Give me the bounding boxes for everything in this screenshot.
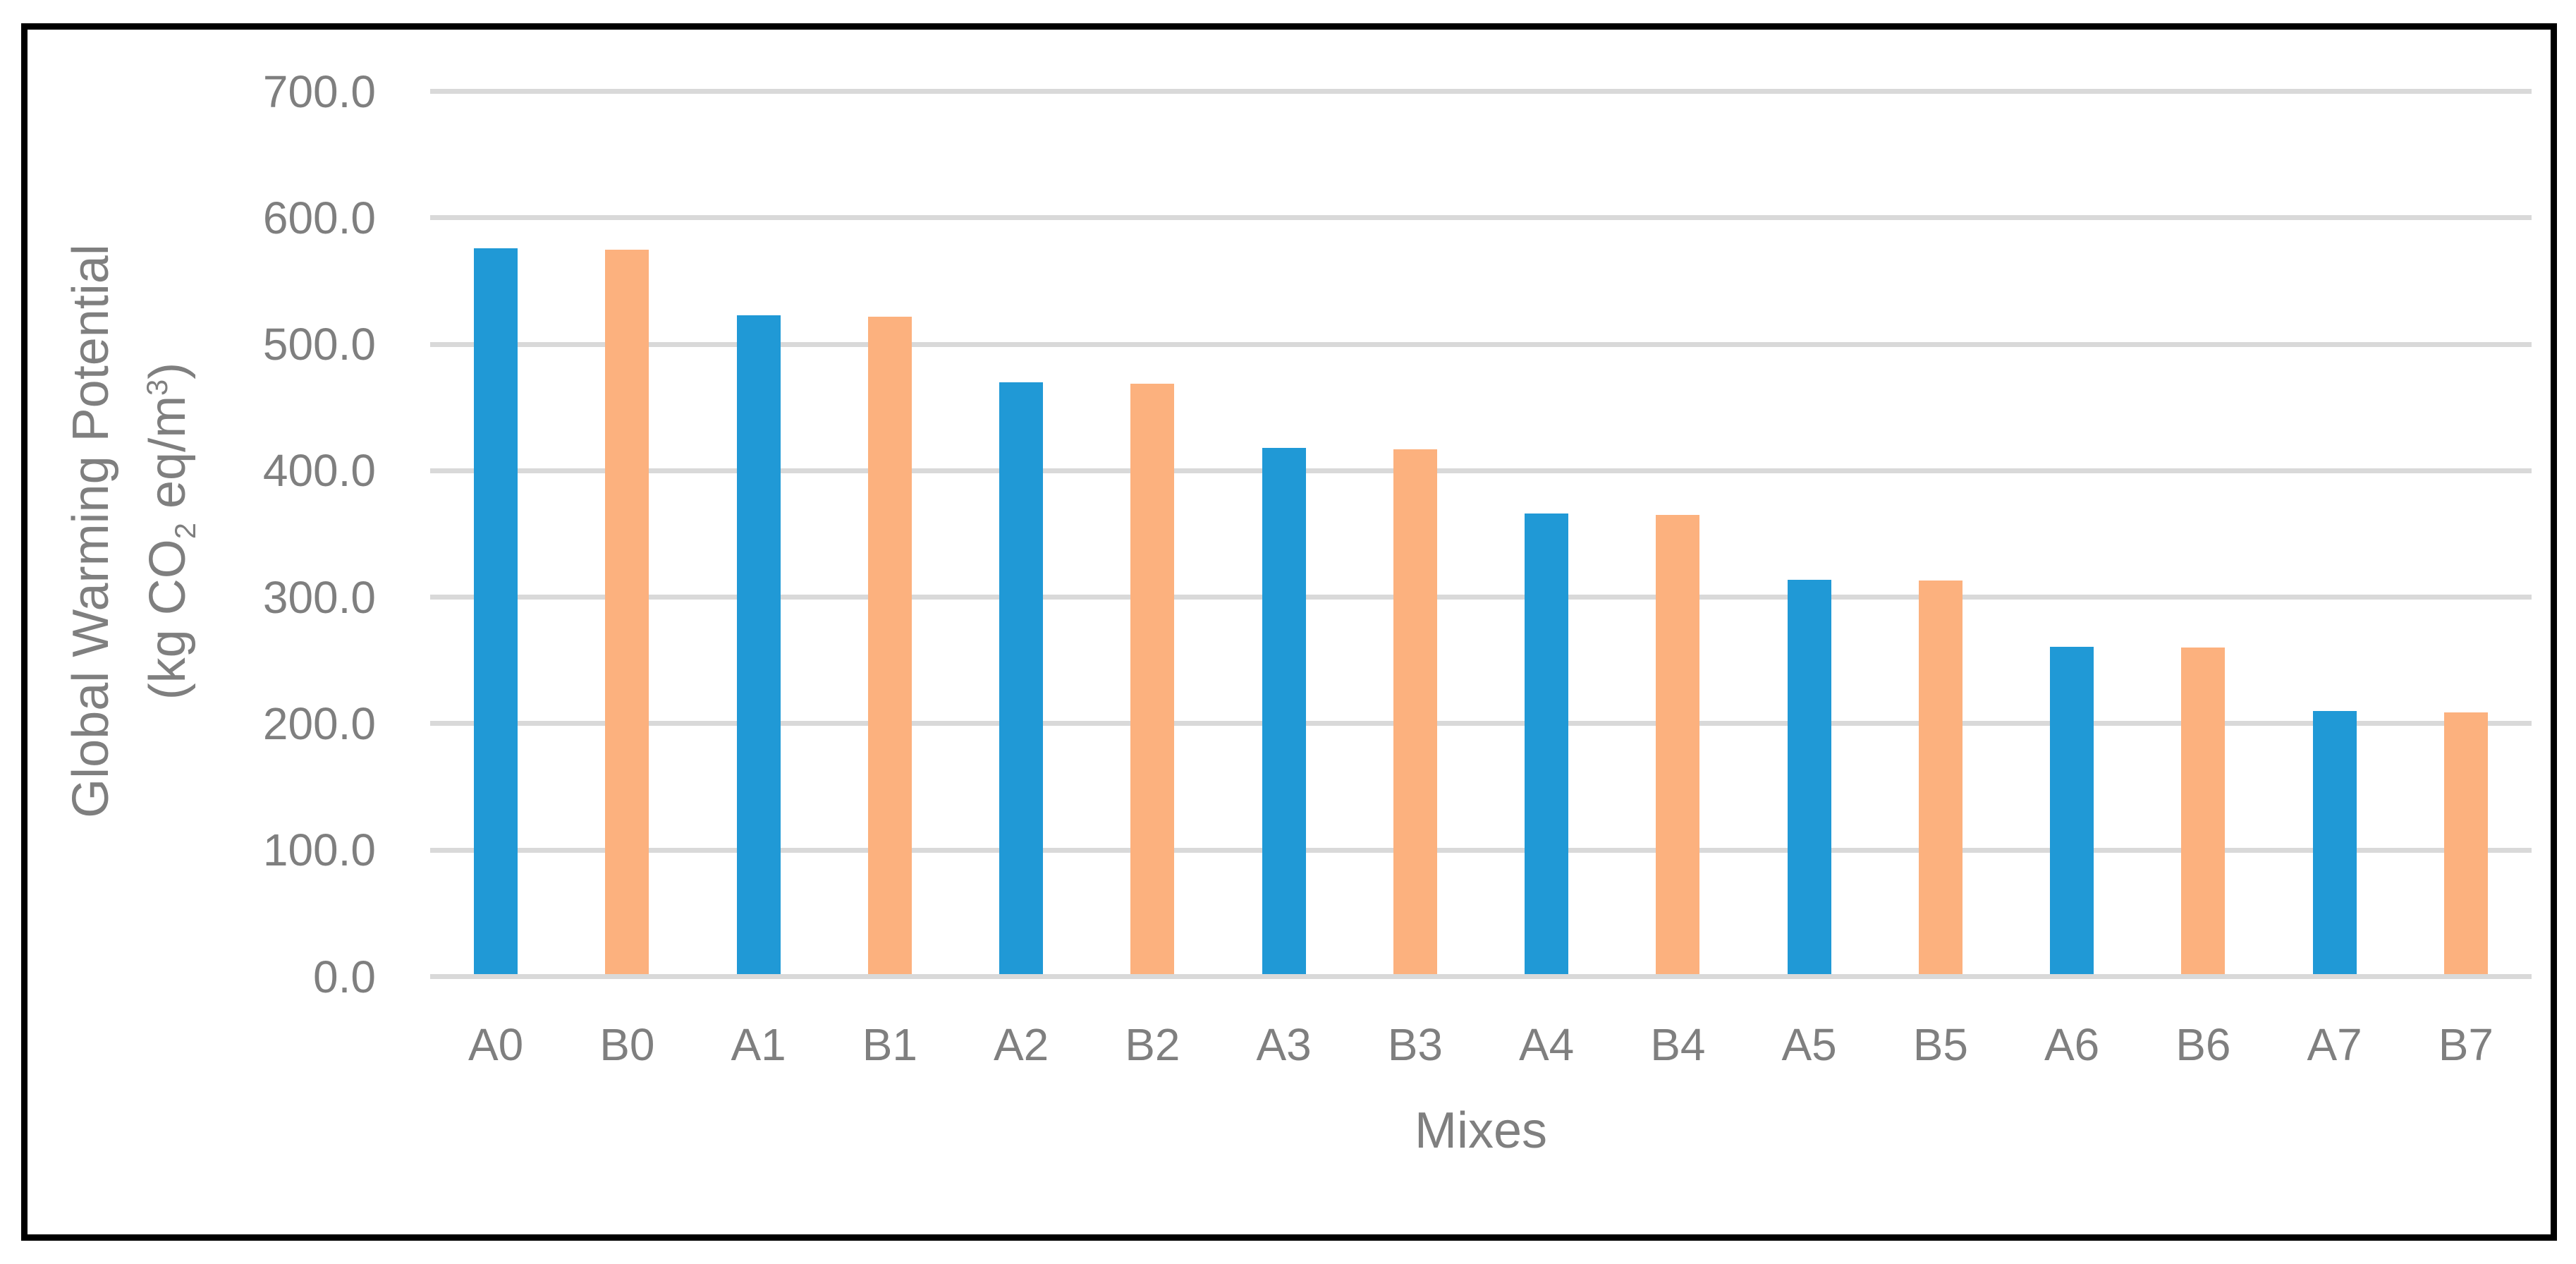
bar-B5: [1918, 581, 1962, 974]
x-label-A6: A6: [2044, 1019, 2100, 1070]
x-label-B4: B4: [1650, 1019, 1706, 1070]
x-axis-title: Mixes: [1414, 1102, 1548, 1159]
bar-A7: [2312, 711, 2357, 974]
x-label-B5: B5: [1912, 1019, 1969, 1070]
bar-A2: [999, 382, 1044, 974]
x-label-B6: B6: [2175, 1019, 2231, 1070]
y-axis-title-unit: (kg CO2 eq/m3): [139, 362, 202, 700]
gridline-200: [430, 721, 2532, 727]
bar-A1: [736, 315, 781, 974]
y-tick-label-400.0: 400.0: [262, 445, 376, 497]
bar-B7: [2443, 712, 2488, 974]
gridline-100: [430, 847, 2532, 853]
y-tick-label-0.0: 0.0: [313, 951, 376, 1002]
x-label-A0: A0: [468, 1019, 524, 1070]
y-tick-label-700.0: 700.0: [262, 66, 376, 117]
x-label-A1: A1: [731, 1019, 786, 1070]
bar-B4: [1656, 515, 1700, 974]
gridline-400: [430, 468, 2532, 473]
y-tick-label-500.0: 500.0: [262, 319, 376, 370]
y-tick-label-100.0: 100.0: [262, 825, 376, 876]
gridline-700: [430, 89, 2532, 94]
y-tick-label-200.0: 200.0: [262, 698, 376, 749]
co2-subscript: 2: [169, 523, 202, 540]
bar-A0: [474, 248, 518, 974]
x-label-A5: A5: [1781, 1019, 1837, 1070]
x-label-A2: A2: [993, 1019, 1049, 1070]
bar-A4: [1525, 514, 1569, 974]
bar-B1: [867, 316, 912, 974]
y-axis-title: Global Warming Potential (kg CO2 eq/m3): [58, 244, 219, 818]
bar-B2: [1130, 383, 1175, 974]
x-label-A3: A3: [1256, 1019, 1312, 1070]
cubic-meter-superscript: 3: [140, 379, 173, 396]
x-label-B7: B7: [2438, 1019, 2494, 1070]
bar-B3: [1393, 449, 1437, 974]
bar-A5: [1787, 579, 1831, 974]
gridline-0: [430, 974, 2532, 979]
x-label-B0: B0: [599, 1019, 655, 1070]
gridline-600: [430, 215, 2532, 221]
x-label-B3: B3: [1387, 1019, 1443, 1070]
bar-A3: [1262, 448, 1306, 974]
gridline-300: [430, 595, 2532, 600]
y-tick-label-600.0: 600.0: [262, 192, 376, 243]
x-label-A7: A7: [2307, 1019, 2362, 1070]
x-label-B1: B1: [862, 1019, 918, 1070]
bar-B6: [2181, 648, 2226, 974]
x-label-B2: B2: [1125, 1019, 1180, 1070]
bar-B0: [605, 249, 649, 974]
y-axis-title-line1: Global Warming Potential: [62, 244, 119, 818]
y-tick-label-300.0: 300.0: [262, 571, 376, 623]
gridline-500: [430, 341, 2532, 347]
x-label-A4: A4: [1518, 1019, 1575, 1070]
bar-A6: [2050, 646, 2094, 974]
